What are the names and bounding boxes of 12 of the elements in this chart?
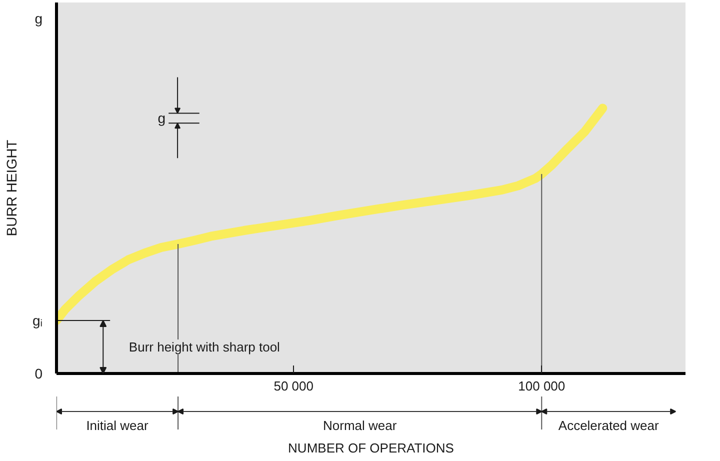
text: Initial wear (86, 418, 150, 433)
x-tick-label: 100 000 (518, 378, 566, 394)
text: g (34, 10, 43, 26)
annotation: g (158, 110, 166, 126)
x-axis-title: NUMBER OF OPERATIONS (288, 440, 454, 456)
text: 0 (34, 366, 43, 382)
y-axis-title: BURR HEIGHT (4, 139, 20, 236)
text: Normal wear (322, 418, 398, 433)
x-tick-label: 50 000 (274, 378, 314, 394)
text: gᵢ (32, 312, 43, 328)
text: Accelerated wear (558, 418, 660, 433)
ref-line-label: Burr height with sharp tool (128, 339, 280, 354)
